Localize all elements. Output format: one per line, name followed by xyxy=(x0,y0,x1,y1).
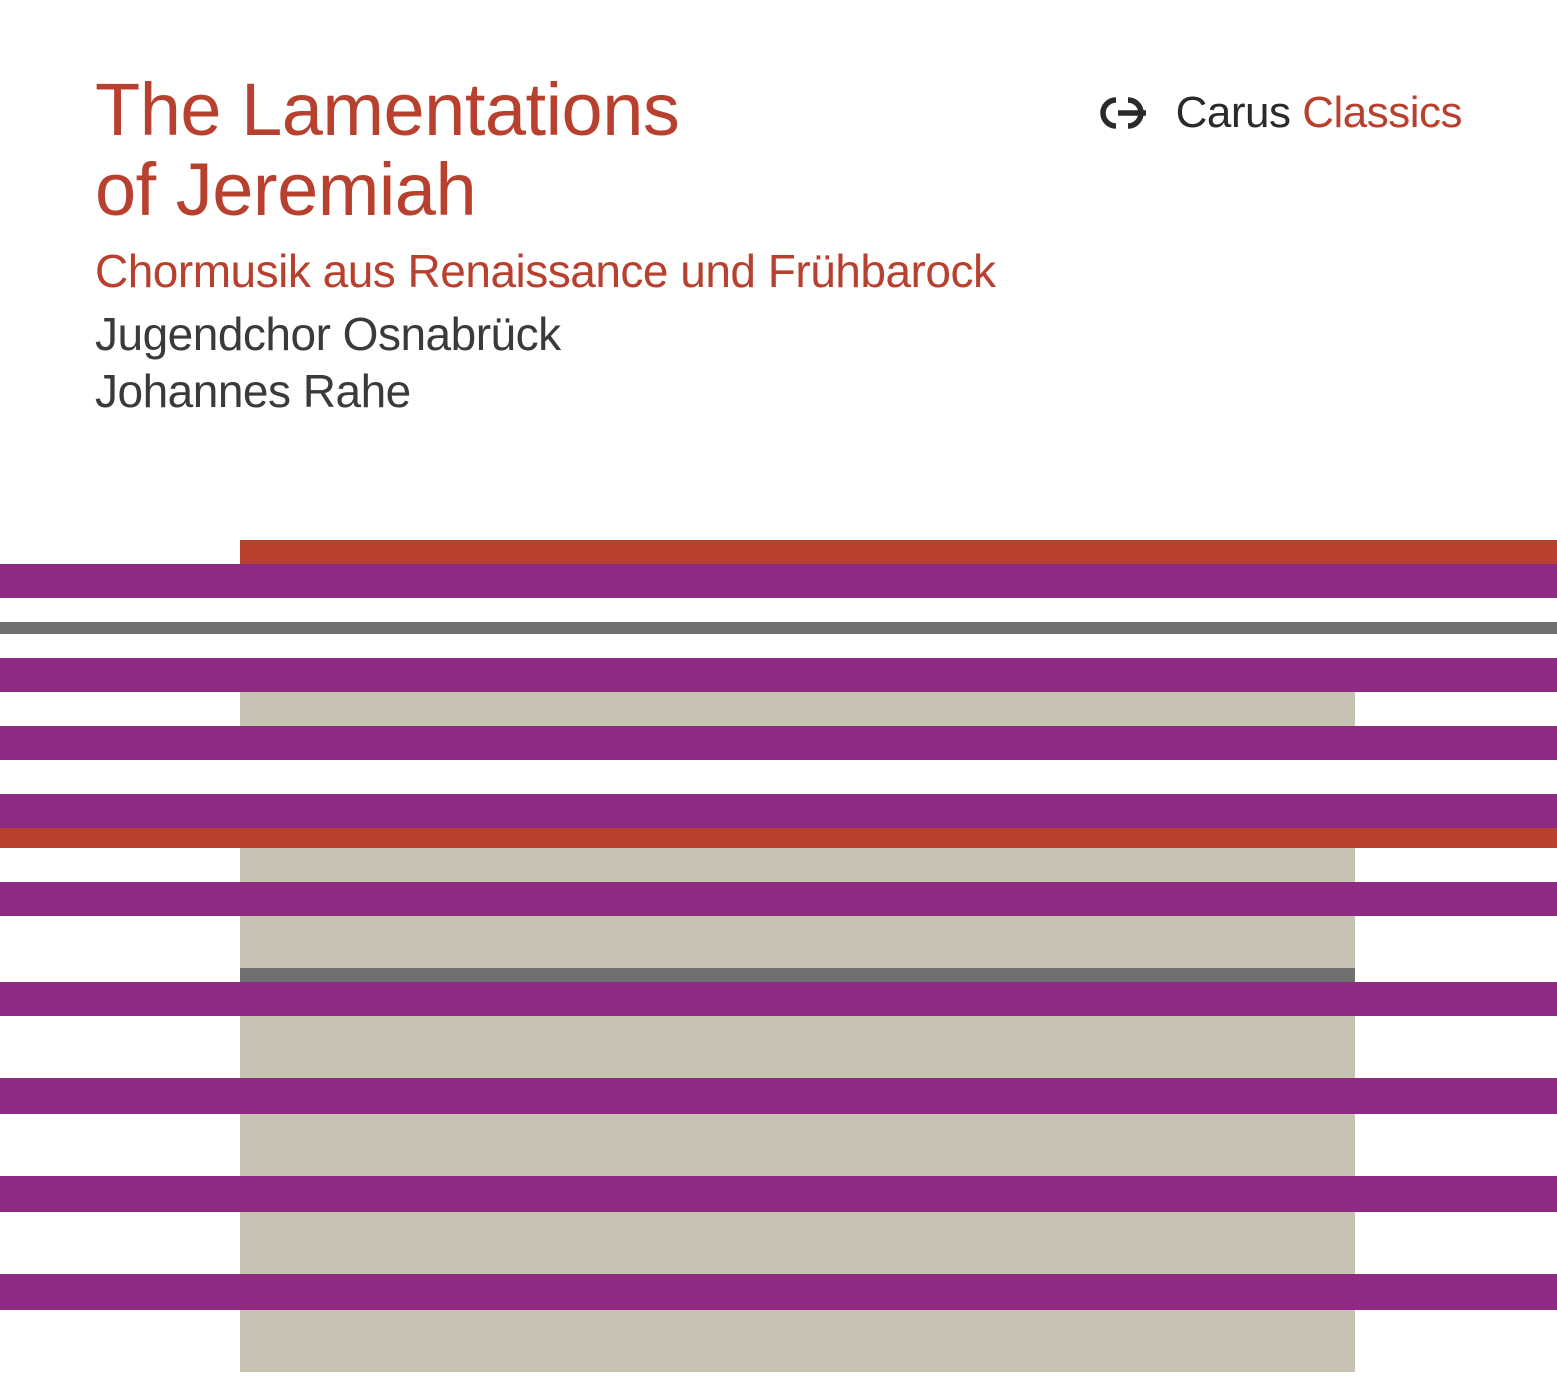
stripe xyxy=(240,982,1355,1016)
stripe xyxy=(240,794,1355,828)
stripe xyxy=(0,598,240,622)
stripe xyxy=(0,540,240,564)
stripe xyxy=(1355,692,1557,726)
stripe xyxy=(1355,1176,1557,1212)
stripe xyxy=(240,968,1355,982)
stripe xyxy=(240,1310,1355,1372)
stripe xyxy=(1355,1078,1557,1114)
brand-name-1: Carus xyxy=(1176,88,1291,137)
stripe xyxy=(0,1016,240,1078)
stripe xyxy=(240,692,1355,726)
stripe xyxy=(1355,598,1557,622)
stripe xyxy=(1355,982,1557,1016)
stripe xyxy=(240,1176,1355,1212)
stripe xyxy=(240,1274,1355,1310)
stripe xyxy=(240,916,1355,968)
stripe xyxy=(1355,622,1557,634)
stripe xyxy=(1355,1212,1557,1274)
stripe xyxy=(0,1310,240,1372)
stripe xyxy=(0,692,240,726)
stripe xyxy=(0,1078,240,1114)
stripe xyxy=(1355,540,1557,564)
performer-conductor: Johannes Rahe xyxy=(95,365,411,417)
stripe xyxy=(240,760,1355,794)
stripe xyxy=(240,1212,1355,1274)
stripe xyxy=(240,882,1355,916)
stripe xyxy=(240,1114,1355,1176)
stripe xyxy=(1355,794,1557,828)
title-line-2: of Jeremiah xyxy=(95,148,476,231)
brand-text: Carus Classics xyxy=(1176,88,1462,138)
stripe xyxy=(0,916,240,982)
stripe xyxy=(1355,726,1557,760)
stripe xyxy=(240,598,1355,622)
stripe xyxy=(240,726,1355,760)
title-line-1: The Lamentations xyxy=(95,68,679,151)
stripe xyxy=(0,658,240,692)
stripe xyxy=(0,1176,240,1212)
stripe xyxy=(0,726,240,760)
stripe xyxy=(1355,634,1557,658)
stripe xyxy=(240,622,1355,634)
album-subtitle: Chormusik aus Renaissance und Frühbarock xyxy=(95,244,1086,298)
stripe-pattern xyxy=(0,540,1557,1400)
stripe xyxy=(240,634,1355,658)
stripe xyxy=(0,1114,240,1176)
stripe-column-right xyxy=(1355,540,1557,1400)
stripe xyxy=(0,828,240,848)
stripe xyxy=(1355,828,1557,848)
stripe xyxy=(240,1016,1355,1078)
brand: Carus Classics xyxy=(1086,88,1462,138)
stripe xyxy=(1355,564,1557,598)
stripe xyxy=(240,540,1355,564)
stripe-column-middle xyxy=(240,540,1355,1400)
stripe xyxy=(0,564,240,598)
stripe xyxy=(0,634,240,658)
stripe xyxy=(0,794,240,828)
stripe xyxy=(240,564,1355,598)
stripe xyxy=(1355,848,1557,882)
stripe xyxy=(240,1078,1355,1114)
header: The Lamentations of Jeremiah Chormusik a… xyxy=(0,0,1557,421)
stripe xyxy=(1355,916,1557,982)
stripe xyxy=(1355,1016,1557,1078)
performer-choir: Jugendchor Osnabrück xyxy=(95,308,561,360)
stripe xyxy=(0,982,240,1016)
stripe xyxy=(1355,658,1557,692)
stripe xyxy=(0,622,240,634)
stripe xyxy=(1355,1310,1557,1372)
carus-logo-icon xyxy=(1086,93,1158,133)
brand-name-2: Classics xyxy=(1302,88,1462,137)
stripe-column-left xyxy=(0,540,240,1400)
stripe xyxy=(240,828,1355,848)
stripe xyxy=(1355,760,1557,794)
title-block: The Lamentations of Jeremiah Chormusik a… xyxy=(95,70,1086,421)
stripe xyxy=(0,1274,240,1310)
stripe xyxy=(240,848,1355,882)
stripe xyxy=(240,658,1355,692)
performers: Jugendchor Osnabrück Johannes Rahe xyxy=(95,306,1086,421)
stripe xyxy=(0,848,240,882)
album-title: The Lamentations of Jeremiah xyxy=(95,70,1086,230)
stripe xyxy=(0,882,240,916)
stripe xyxy=(0,1212,240,1274)
stripe xyxy=(1355,1114,1557,1176)
stripe xyxy=(1355,882,1557,916)
stripe xyxy=(0,760,240,794)
stripe xyxy=(1355,1274,1557,1310)
